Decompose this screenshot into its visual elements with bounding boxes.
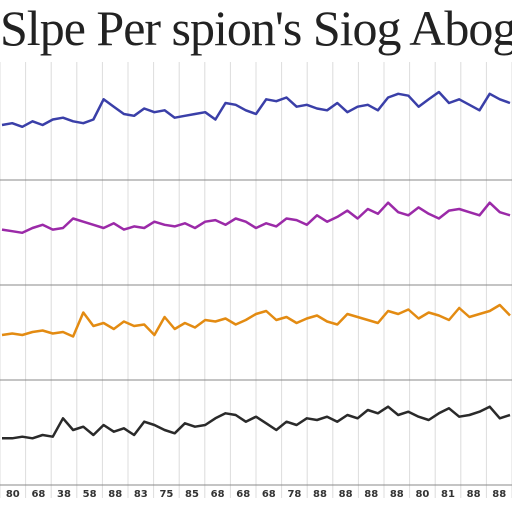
panel-3-tick-label-1: 68 [31, 489, 45, 500]
panel-3-tick-label-15: 88 [390, 489, 404, 500]
panel-3-tick-label-5: 83 [134, 489, 148, 500]
panel-3-tick-label-7: 85 [185, 489, 199, 500]
panel-3-tick-label-16: 80 [415, 489, 429, 500]
panel-3-tick-label-6: 75 [159, 489, 173, 500]
series-line-3 [2, 405, 511, 440]
panel-3-tick-label-19: 88 [492, 489, 506, 500]
panel-3-tick-label-0: 80 [6, 489, 20, 500]
panel-3-tick-label-4: 88 [108, 489, 122, 500]
panel-3-tick-label-8: 68 [211, 489, 225, 500]
panel-3-tick-label-11: 78 [287, 489, 301, 500]
panel-3-tick-label-13: 88 [339, 489, 353, 500]
panel-3-tick-label-18: 88 [467, 489, 481, 500]
panel-3-tick-label-3: 58 [83, 489, 97, 500]
chart-title: Slpe Per spion's Siog Abog [0, 0, 512, 56]
panel-3-tick-label-14: 88 [364, 489, 378, 500]
series-line-2 [1, 303, 511, 338]
series-line-0 [1, 90, 511, 129]
panel-3-tick-label-2: 38 [57, 489, 71, 500]
series-line-1 [1, 201, 511, 235]
panel-3-tick-label-17: 81 [441, 489, 455, 500]
panel-3-tick-label-12: 88 [313, 489, 327, 500]
panel-3-tick-label-9: 68 [236, 489, 250, 500]
panel-3-tick-label-10: 68 [262, 489, 276, 500]
